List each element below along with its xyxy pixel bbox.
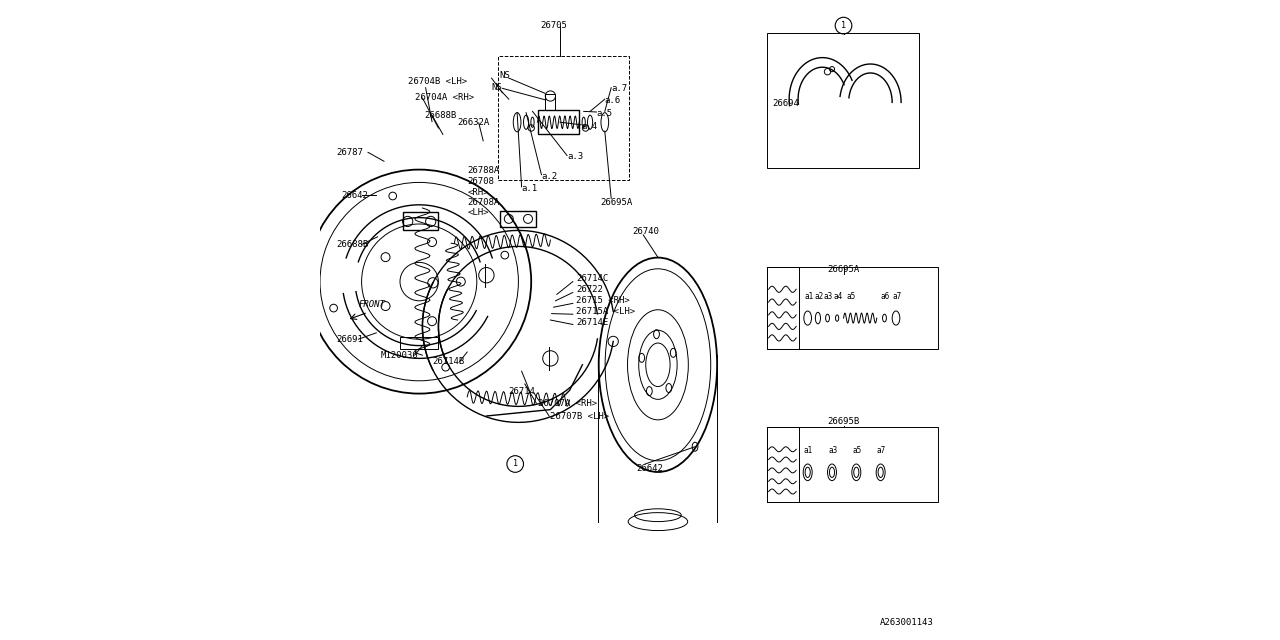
Text: A263001143: A263001143 bbox=[881, 618, 933, 627]
Text: FRONT: FRONT bbox=[358, 300, 385, 308]
Text: 26715 <RH>: 26715 <RH> bbox=[576, 296, 630, 305]
Text: 26714E: 26714E bbox=[576, 318, 608, 327]
Text: a3: a3 bbox=[824, 292, 833, 301]
Bar bbox=[545, 94, 556, 110]
Text: a6: a6 bbox=[881, 292, 890, 301]
Text: 26695A: 26695A bbox=[600, 198, 632, 207]
Text: a7: a7 bbox=[892, 292, 901, 301]
Text: <RH>: <RH> bbox=[467, 188, 489, 196]
Text: a4: a4 bbox=[833, 292, 842, 301]
Text: 26704B <LH>: 26704B <LH> bbox=[408, 77, 467, 86]
Text: a1: a1 bbox=[804, 446, 813, 455]
Bar bbox=[500, 211, 536, 227]
Bar bbox=[767, 427, 799, 502]
Text: a3: a3 bbox=[828, 446, 837, 455]
Text: <LH>: <LH> bbox=[467, 208, 489, 217]
Text: M120036: M120036 bbox=[381, 351, 419, 360]
Text: 26740: 26740 bbox=[632, 227, 659, 236]
Text: 26694: 26694 bbox=[772, 99, 799, 108]
Text: 26708: 26708 bbox=[467, 177, 494, 186]
Text: 26642: 26642 bbox=[637, 464, 663, 473]
Text: a1: a1 bbox=[805, 292, 814, 301]
Bar bbox=[767, 267, 799, 349]
Text: a.6: a.6 bbox=[604, 96, 621, 105]
Text: a.4: a.4 bbox=[581, 122, 598, 131]
Text: a2: a2 bbox=[815, 292, 824, 301]
Text: 26708A: 26708A bbox=[467, 198, 499, 207]
Text: 1: 1 bbox=[513, 460, 517, 468]
Text: a.5: a.5 bbox=[596, 109, 613, 118]
Text: a5: a5 bbox=[852, 446, 861, 455]
Bar bbox=[399, 337, 438, 349]
Bar bbox=[767, 267, 938, 349]
Text: 26714B: 26714B bbox=[433, 357, 465, 366]
Text: 26688B: 26688B bbox=[335, 240, 369, 249]
Text: 26788A: 26788A bbox=[467, 166, 499, 175]
Text: a7: a7 bbox=[877, 446, 886, 455]
Text: a.2: a.2 bbox=[541, 172, 558, 180]
Text: NS: NS bbox=[492, 83, 502, 92]
Text: 26688B: 26688B bbox=[425, 111, 457, 120]
Text: 26642: 26642 bbox=[340, 191, 367, 200]
Text: 26695B: 26695B bbox=[827, 417, 860, 426]
Text: a.3: a.3 bbox=[567, 152, 584, 161]
Text: NS: NS bbox=[499, 71, 509, 80]
Text: 26722: 26722 bbox=[576, 285, 603, 294]
Bar bbox=[498, 56, 630, 180]
Text: a.1: a.1 bbox=[522, 184, 538, 193]
Text: a.7: a.7 bbox=[612, 84, 627, 93]
Text: 26787: 26787 bbox=[335, 148, 362, 157]
Text: 26695A: 26695A bbox=[827, 265, 860, 274]
Text: 26714: 26714 bbox=[508, 387, 535, 396]
Bar bbox=[403, 212, 438, 230]
Text: 26705: 26705 bbox=[540, 21, 567, 30]
Text: 26691: 26691 bbox=[335, 335, 362, 344]
Text: 26632A: 26632A bbox=[458, 118, 490, 127]
Text: 26707B <LH>: 26707B <LH> bbox=[550, 412, 609, 420]
Text: 26715A <LH>: 26715A <LH> bbox=[576, 307, 635, 316]
Text: a5: a5 bbox=[846, 292, 855, 301]
Bar bbox=[767, 427, 938, 502]
Text: 26704A <RH>: 26704A <RH> bbox=[415, 93, 474, 102]
Bar bbox=[767, 33, 919, 168]
Text: 26707A <RH>: 26707A <RH> bbox=[538, 399, 596, 408]
Bar bbox=[538, 110, 580, 134]
Text: 26714C: 26714C bbox=[576, 274, 608, 283]
Text: 1: 1 bbox=[841, 21, 846, 30]
